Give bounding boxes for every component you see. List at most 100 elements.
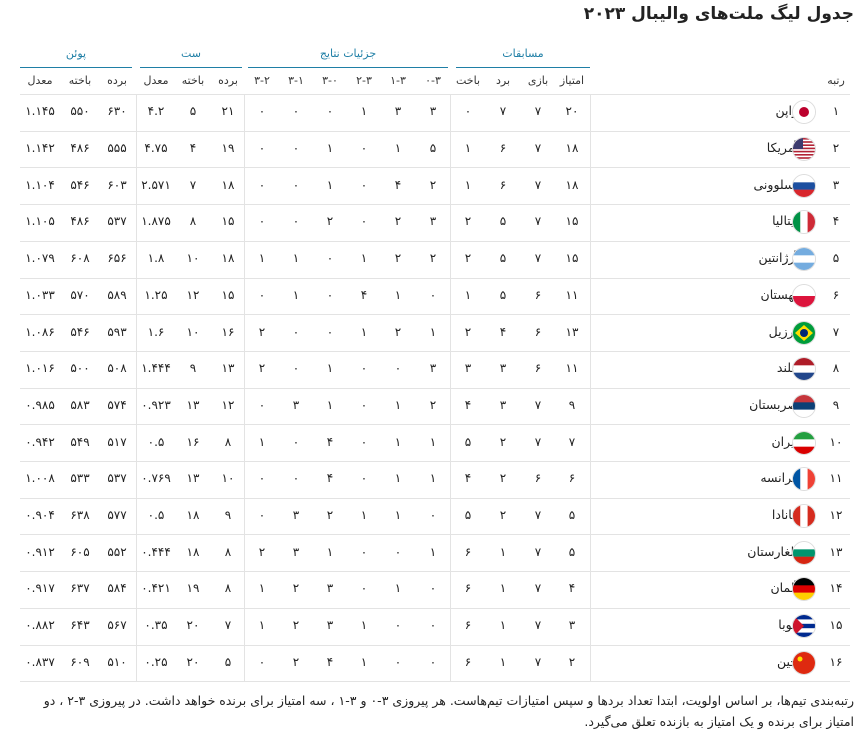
table-cell: ۱	[326, 361, 334, 376]
table-cell: ۳	[326, 581, 334, 596]
table-cell: ۱.۰۷۹	[25, 251, 55, 266]
table-cell: ۱.۸	[147, 251, 165, 266]
table-cell: ۳	[292, 397, 300, 412]
table-cell: ۰	[258, 287, 266, 302]
table-cell: ۱	[499, 581, 507, 596]
column-separator	[590, 94, 591, 682]
table-cell: ۰	[360, 177, 368, 192]
table-cell: ۹	[568, 397, 576, 412]
column-header: معدل	[143, 74, 169, 87]
table-cell: ۱۱	[829, 471, 843, 486]
table-cell: ۱	[464, 177, 472, 192]
table-cell: ۵۶۷	[107, 618, 127, 633]
team-name: آلمان	[770, 580, 799, 596]
flag-icon	[792, 283, 816, 308]
column-header: ۲-۳	[356, 74, 372, 87]
table-cell: ۱۲	[186, 287, 200, 302]
table-cell: ۱۱	[565, 361, 579, 376]
column-header: ۳-۲	[254, 74, 270, 87]
team-name: صربستان	[749, 396, 798, 412]
table-cell: ۰.۳۵	[144, 618, 168, 633]
table-cell: ۰	[394, 618, 402, 633]
table-cell: ۲	[499, 434, 507, 449]
table-cell: ۱	[394, 471, 402, 486]
table-cell: ۱۴	[829, 581, 843, 596]
table-cell: ۴	[464, 471, 472, 486]
table-cell: ۵۸۳	[70, 397, 90, 412]
table-cell: ۴	[189, 141, 197, 156]
team-name: ایران	[771, 433, 798, 449]
flag-icon	[792, 173, 816, 198]
table-cell: ۳	[464, 361, 472, 376]
table-cell: ۱	[292, 251, 300, 266]
table-cell: ۴	[464, 397, 472, 412]
table-cell: ۵۱۰	[107, 654, 127, 669]
table-cell: ۱.۸۷۵	[141, 214, 171, 229]
flag-icon	[792, 393, 816, 418]
table-cell: ۱.۰۱۶	[25, 361, 55, 376]
table-cell: ۶۵۶	[107, 251, 127, 266]
table-cell: ۳	[292, 544, 300, 559]
table-cell: ۱۸	[186, 544, 200, 559]
table-cell: ۱۲	[829, 508, 843, 523]
table-cell: ۱.۰۳۳	[25, 287, 55, 302]
table-cell: ۵۹۳	[107, 324, 127, 339]
table-cell: ۰.۵	[147, 434, 165, 449]
table-cell: ۰	[429, 581, 437, 596]
row-line	[20, 240, 850, 242]
table-cell: ۵	[832, 251, 840, 266]
table-cell: ۶	[499, 141, 507, 156]
table-cell: ۵	[568, 544, 576, 559]
table-cell: ۱.۱۴۲	[25, 141, 55, 156]
table-cell: ۶۳۷	[70, 581, 90, 596]
column-header: باخت	[455, 74, 481, 87]
flag-icon	[792, 504, 816, 529]
table-cell: ۵۷۴	[107, 397, 127, 412]
column-header: ۰-۳	[425, 74, 441, 87]
table-cell: ۴.۲	[147, 104, 165, 119]
table-cell: ۱	[258, 618, 266, 633]
table-cell: ۳	[499, 361, 507, 376]
table-cell: ۶۰۸	[70, 251, 90, 266]
row-line	[20, 314, 850, 316]
team-name: فرانسه	[760, 470, 798, 486]
table-cell: ۳	[568, 618, 576, 633]
table-cell: ۲	[394, 251, 402, 266]
table-cell: ۱۰	[186, 251, 200, 266]
table-cell: ۰	[292, 177, 300, 192]
table-cell: ۲	[499, 508, 507, 523]
table-cell: ۰	[429, 287, 437, 302]
column-separator	[450, 94, 451, 682]
table-cell: ۲۱	[221, 104, 235, 119]
table-cell: ۱۰	[221, 471, 235, 486]
footnote: رتبه‌بندی تیم‌ها، بر اساس اولویت، ابتدا …	[43, 693, 854, 729]
table-cell: ۷	[534, 251, 542, 266]
group-underline	[140, 67, 242, 68]
table-cell: ۰	[360, 361, 368, 376]
header-line	[20, 94, 850, 95]
table-cell: ۴	[832, 214, 840, 229]
table-cell: ۶۴۳	[70, 618, 90, 633]
group-underline	[248, 67, 448, 68]
table-cell: ۶	[534, 471, 542, 486]
table-cell: ۲	[394, 324, 402, 339]
table-cell: ۶	[568, 471, 576, 486]
table-cell: ۶۳۸	[70, 508, 90, 523]
table-cell: ۱	[429, 544, 437, 559]
table-cell: ۰	[360, 141, 368, 156]
table-cell: ۸	[224, 544, 232, 559]
table-cell: ۰	[360, 214, 368, 229]
table-cell: ۱	[499, 544, 507, 559]
column-header: بازی	[527, 74, 549, 87]
table-cell: ۳	[832, 177, 840, 192]
table-cell: ۴۸۶	[70, 214, 90, 229]
table-cell: ۱	[499, 654, 507, 669]
table-cell: ۶۳۰	[107, 104, 127, 119]
table-cell: ۴.۷۵	[144, 141, 168, 156]
table-cell: ۲	[394, 214, 402, 229]
table-cell: ۰.۲۵	[144, 654, 168, 669]
table-cell: ۰	[258, 397, 266, 412]
flag-icon	[792, 430, 816, 455]
table-cell: ۷	[534, 618, 542, 633]
table-cell: ۵	[499, 251, 507, 266]
